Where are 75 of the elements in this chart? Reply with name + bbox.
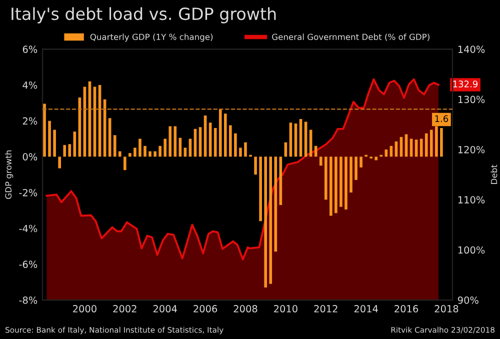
bar xyxy=(319,156,322,166)
bar xyxy=(134,148,136,157)
legend-label: Quarterly GDP (1Y % change) xyxy=(90,34,213,42)
bar xyxy=(123,156,126,170)
y-tick-label: 4% xyxy=(22,81,38,89)
x-tick-label: 2002 xyxy=(113,305,136,312)
bar xyxy=(424,133,428,157)
bar xyxy=(229,125,232,157)
x-tick-label: 2008 xyxy=(234,305,258,312)
bar xyxy=(53,130,56,157)
bar xyxy=(63,145,66,157)
bar xyxy=(259,156,262,222)
y-tick-label: -4% xyxy=(19,224,38,232)
bar xyxy=(113,135,116,157)
bar xyxy=(154,151,156,157)
bar xyxy=(340,156,342,207)
bar xyxy=(174,126,177,157)
bar xyxy=(264,156,267,288)
y2-tick-label: 110% xyxy=(458,196,485,204)
y-tick-label: -2% xyxy=(19,188,38,196)
bar xyxy=(234,133,237,157)
bar xyxy=(440,128,443,157)
x-tick-label: 2012 xyxy=(314,305,338,312)
bar xyxy=(350,156,352,193)
bar xyxy=(43,104,46,157)
x-tick-label: 2016 xyxy=(394,305,418,312)
bar xyxy=(344,156,348,210)
bar xyxy=(168,126,172,157)
bar xyxy=(334,156,338,214)
x-tick-label: 2006 xyxy=(194,305,218,312)
bar xyxy=(48,120,51,157)
y2-tick-label: 120% xyxy=(458,146,485,154)
bar xyxy=(164,138,167,157)
y-axis-title: GDP growth xyxy=(5,150,14,199)
y2-axis-title: Debt xyxy=(490,164,498,184)
bar xyxy=(430,130,433,157)
bar xyxy=(420,138,423,157)
chart-title: Italy's debt load vs. GDP growth xyxy=(12,7,276,24)
y2-tick-label: 100% xyxy=(458,246,485,254)
bar xyxy=(158,146,162,157)
bar xyxy=(254,156,257,175)
x-tick-label: 2000 xyxy=(73,305,96,312)
bar xyxy=(148,151,152,157)
bar xyxy=(224,114,227,157)
legend-label: General Government Debt (% of GDP) xyxy=(272,34,430,42)
bar xyxy=(144,146,146,157)
y-tick-label: 2% xyxy=(22,117,38,125)
bar xyxy=(58,156,61,168)
data-label: 132.9 xyxy=(453,80,478,88)
y-tick-label: 0% xyxy=(22,153,38,160)
bar xyxy=(360,156,362,168)
bar xyxy=(244,142,247,157)
x-tick-label: 2018 xyxy=(434,305,458,312)
bar xyxy=(374,156,378,160)
bar xyxy=(68,144,72,157)
bar xyxy=(324,156,328,200)
x-tick-label: 2004 xyxy=(153,305,177,312)
y2-tick-label: 140% xyxy=(458,46,485,53)
y2-tick-label: 90% xyxy=(458,296,478,304)
x-tick-label: 2014 xyxy=(354,305,378,312)
bar xyxy=(269,156,272,284)
bar xyxy=(354,156,358,180)
bar xyxy=(239,148,242,157)
bar xyxy=(128,153,132,157)
bar xyxy=(218,109,222,157)
y-tick-label: -6% xyxy=(19,260,38,268)
y2-tick-label: 130% xyxy=(458,96,485,104)
x-tick-label: 2010 xyxy=(274,305,298,312)
y-tick-label: 6% xyxy=(22,46,38,53)
data-label: 1.6 xyxy=(435,115,448,122)
bar xyxy=(138,138,142,157)
y-tick-label: -8% xyxy=(19,296,38,304)
bar xyxy=(118,151,122,157)
bar xyxy=(330,156,332,216)
bar xyxy=(274,156,278,252)
